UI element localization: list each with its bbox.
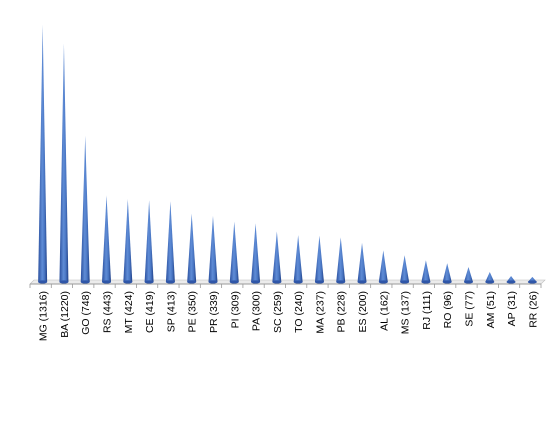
x-tick-label: MT (424) — [123, 291, 135, 333]
cone-body — [80, 135, 90, 282]
cone-body — [38, 24, 48, 282]
x-tick-label: MS (137) — [400, 291, 412, 334]
cone-base — [38, 280, 48, 284]
x-tick-label: MG (1316) — [38, 291, 50, 341]
bar-14 — [314, 235, 324, 284]
x-tick-label: TO (240) — [293, 291, 305, 333]
cone-base — [463, 280, 473, 284]
cone-base — [187, 280, 197, 284]
bar-13 — [293, 235, 303, 284]
bar-6 — [144, 200, 154, 284]
x-tick-label: BA (1220) — [59, 291, 71, 338]
cone-body — [187, 213, 197, 282]
cone-body — [378, 250, 388, 282]
bar-16 — [357, 242, 367, 284]
cone-body — [314, 235, 324, 282]
x-tick-label: GO (748) — [80, 291, 92, 335]
cone-body — [272, 231, 282, 282]
bar-24 — [527, 276, 537, 284]
bar-21 — [463, 266, 473, 284]
cone-body — [442, 263, 452, 282]
x-tick-label: PA (300) — [251, 291, 263, 331]
bar-18 — [400, 255, 410, 284]
x-tick-label: MA (237) — [314, 291, 326, 334]
cone-base — [527, 280, 537, 284]
bar-22 — [485, 272, 495, 284]
cone-body — [357, 242, 367, 282]
cone-body — [165, 201, 175, 282]
cone-base — [251, 280, 261, 284]
x-tick-label: AP (31) — [506, 291, 518, 326]
cone-base — [123, 280, 133, 284]
x-tick-label: SE (77) — [463, 291, 475, 327]
bar-19 — [421, 260, 431, 284]
bar-10 — [229, 221, 239, 284]
cone-base — [485, 280, 495, 284]
cone-base — [293, 280, 303, 284]
cone-base — [102, 280, 112, 284]
x-tick-label: PI (309) — [229, 291, 241, 328]
cone-base — [80, 280, 90, 284]
cone-base — [314, 280, 324, 284]
cone-body — [506, 275, 516, 282]
x-tick-label: PE (350) — [187, 291, 199, 332]
x-tick-label: PR (339) — [208, 291, 220, 333]
cone-body — [59, 43, 69, 282]
cone-base — [442, 280, 452, 284]
x-tick-label: RS (443) — [102, 291, 114, 333]
cone-base — [357, 280, 367, 284]
cone-body — [336, 237, 346, 282]
cone-base — [144, 280, 154, 284]
x-tick-label: SC (259) — [272, 291, 284, 333]
cone-base — [272, 280, 282, 284]
x-tick-label: SP (413) — [165, 291, 177, 332]
x-tick-label: ES (200) — [357, 291, 369, 332]
bar-11 — [251, 223, 261, 284]
bar-15 — [336, 237, 346, 284]
cone-body — [400, 255, 410, 282]
tick-labels: MG (1316) BA (1220) GO (748) RS (443) MT (42… — [38, 291, 540, 341]
cone-body — [251, 223, 261, 282]
cone-base — [208, 280, 218, 284]
cone-base — [506, 280, 516, 284]
cone-base — [400, 280, 410, 284]
cone-body — [485, 272, 495, 282]
bar-7 — [165, 201, 175, 284]
cone-base — [229, 280, 239, 284]
bar-8 — [187, 213, 197, 284]
x-tick-label: CE (419) — [144, 291, 156, 333]
x-tick-label: RO (96) — [442, 291, 454, 328]
cone-body — [463, 266, 473, 282]
cone-body — [208, 215, 218, 282]
cone-body — [293, 235, 303, 282]
cone-body — [229, 221, 239, 282]
x-tick-label: AL (162) — [378, 291, 390, 331]
bar-20 — [442, 263, 452, 284]
cone-base — [165, 280, 175, 284]
bar-9 — [208, 215, 218, 284]
x-tick-label: PB (228) — [336, 291, 348, 332]
bar-3 — [80, 135, 90, 284]
bar-12 — [272, 231, 282, 284]
cone-base — [421, 280, 431, 284]
bars-layer — [38, 24, 537, 284]
cone-body — [421, 260, 431, 282]
bar-1 — [38, 24, 48, 284]
x-tick-label: AM (51) — [485, 291, 497, 328]
bar-5 — [123, 199, 133, 284]
bar-17 — [378, 250, 388, 284]
cone-body — [123, 199, 133, 282]
cone-body — [144, 200, 154, 282]
x-tick-label: RR (26) — [527, 291, 539, 328]
bar-23 — [506, 275, 516, 284]
x-axis — [29, 283, 542, 288]
x-tick-label: RJ (111) — [421, 291, 433, 330]
cone-base — [336, 280, 346, 284]
cone-base — [59, 280, 69, 284]
bar-4 — [102, 195, 112, 284]
cone-body — [102, 195, 112, 282]
cone-base — [378, 280, 388, 284]
bar-2 — [59, 43, 69, 284]
